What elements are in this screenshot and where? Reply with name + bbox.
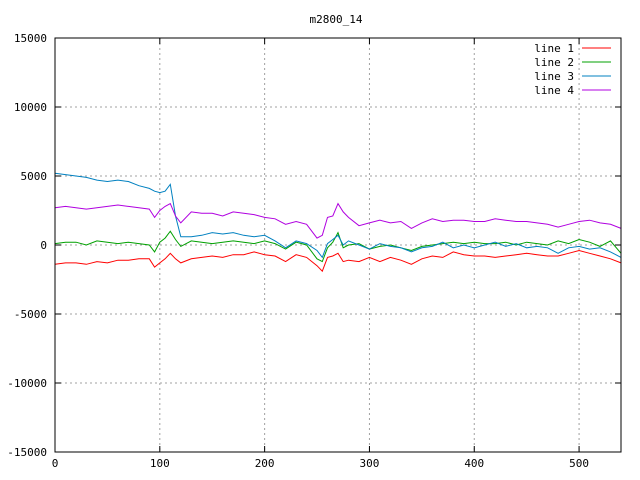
chart-title: m2800_14 <box>310 13 363 26</box>
axis-ticks: 0 100 200 300 400 500 -15000 -10000 -5000 0 5000 10… <box>7 32 621 470</box>
y-tick-label: -15000 <box>7 446 47 459</box>
legend-label-2: line 2 <box>534 56 574 69</box>
y-tick-label: 15000 <box>14 32 47 45</box>
x-tick-label: 0 <box>52 457 59 470</box>
series-line-4 <box>54 202 622 239</box>
y-tick-label: -10000 <box>7 377 47 390</box>
x-tick-label: 500 <box>569 457 589 470</box>
series-layer <box>54 172 622 273</box>
x-tick-label: 200 <box>255 457 275 470</box>
x-tick-label: 100 <box>150 457 170 470</box>
series-line-3 <box>54 172 622 259</box>
y-tick-label: 0 <box>40 239 47 252</box>
legend-label-4: line 4 <box>534 84 574 97</box>
y-tick-label: 10000 <box>14 101 47 114</box>
y-tick-label: -5000 <box>14 308 47 321</box>
legend-label-3: line 3 <box>534 70 574 83</box>
x-tick-label: 300 <box>360 457 380 470</box>
y-tick-label: 5000 <box>21 170 48 183</box>
series-line-1 <box>54 249 622 273</box>
x-tick-label: 400 <box>464 457 484 470</box>
legend-label-1: line 1 <box>534 42 574 55</box>
grid-lines <box>55 38 621 452</box>
series-line-2 <box>54 230 622 263</box>
